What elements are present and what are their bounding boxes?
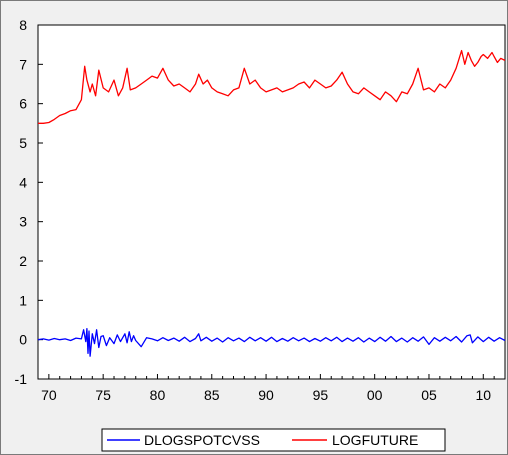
plot-area — [37, 24, 506, 380]
legend: DLOGSPOTCVSS LOGFUTURE — [101, 428, 446, 452]
x-tick-label: 70 — [41, 387, 57, 403]
y-tick-label: 8 — [19, 17, 27, 33]
x-tick-label: 95 — [313, 387, 329, 403]
y-tick-label: 7 — [19, 56, 27, 72]
y-tick-label: 2 — [19, 253, 27, 269]
x-tick-label: 80 — [150, 387, 166, 403]
y-tick-label: 0 — [19, 332, 27, 348]
x-tick-label: 85 — [204, 387, 220, 403]
x-tick-label: 05 — [421, 387, 437, 403]
x-tick-label: 75 — [95, 387, 111, 403]
y-tick-label: 5 — [19, 135, 27, 151]
x-tick-label: 10 — [475, 387, 491, 403]
y-tick-label: 6 — [19, 96, 27, 112]
legend-label-logfuture: LOGFUTURE — [332, 432, 418, 448]
legend-box — [101, 428, 446, 452]
series-line-logfuture — [38, 49, 506, 124]
y-tick-label: -1 — [15, 371, 28, 387]
y-tick-label: 4 — [19, 174, 27, 190]
x-tick-label: 90 — [258, 387, 274, 403]
y-tick-label: 3 — [19, 214, 27, 230]
x-tick-label: 00 — [367, 387, 383, 403]
series-line-dlogspotcvss — [37, 328, 506, 357]
y-tick-label: 1 — [19, 292, 27, 308]
y-axis: -1 0 1 2 3 4 5 6 7 8 — [15, 17, 43, 387]
x-axis: 70 75 80 85 90 95 00 05 10 — [37, 374, 506, 403]
legend-label-dlogspotcvss: DLOGSPOTCVSS — [144, 432, 260, 448]
series-lines — [37, 49, 506, 357]
